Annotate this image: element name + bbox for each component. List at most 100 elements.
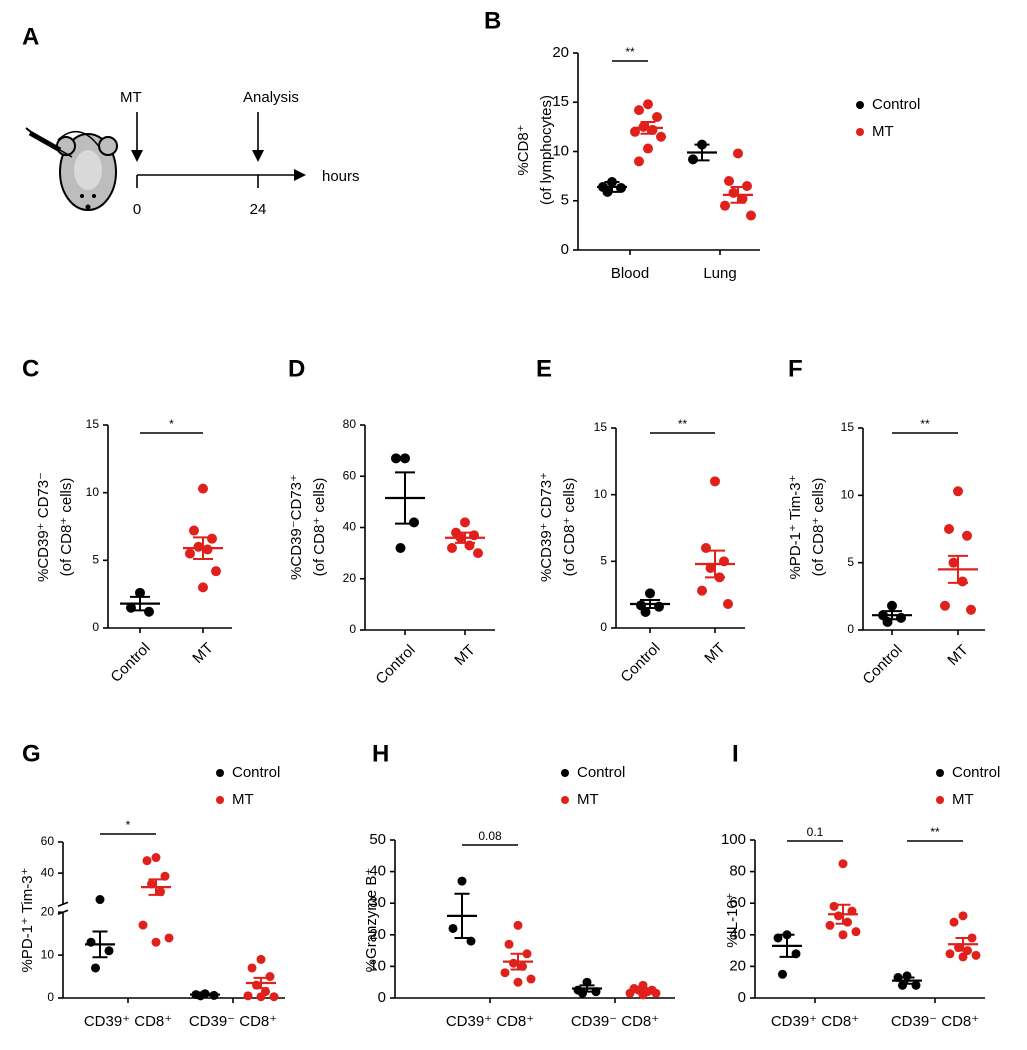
data-point xyxy=(247,963,257,973)
data-point xyxy=(962,530,972,541)
annotation: * xyxy=(126,818,131,832)
panel-letter: C xyxy=(22,355,39,382)
sem-bar xyxy=(640,599,660,609)
data-point xyxy=(705,563,716,573)
data-point xyxy=(720,200,730,211)
x-tick-label: MT xyxy=(451,642,478,669)
legend-marker xyxy=(936,769,944,777)
data-point xyxy=(843,917,852,927)
sem-bar xyxy=(455,531,475,544)
legend-marker xyxy=(561,796,569,804)
y-axis-label: %CD39⁻CD73⁺ xyxy=(288,474,305,580)
data-point xyxy=(710,476,720,487)
sem-bar xyxy=(395,471,415,525)
y-axis-label: %CD39⁺ CD73⁻ xyxy=(35,472,52,582)
label: Analysis xyxy=(243,89,299,106)
data-point xyxy=(958,952,968,962)
data-point xyxy=(211,566,221,577)
x-tick-label: Blood xyxy=(611,265,649,282)
data-point xyxy=(966,604,976,615)
x-tick-label: CD39⁺ CD8⁺ xyxy=(771,1013,859,1030)
data-point xyxy=(202,544,213,555)
y-tick-label: 60 xyxy=(343,468,357,482)
legend-label: MT xyxy=(577,791,599,808)
label: hours xyxy=(322,168,360,185)
data-point xyxy=(697,585,707,596)
y-tick-label: 60 xyxy=(41,834,55,848)
y-tick-label: 50 xyxy=(369,831,386,848)
data-point xyxy=(948,557,959,568)
data-point xyxy=(778,969,787,979)
data-point xyxy=(838,930,848,940)
data-point xyxy=(138,920,148,930)
data-point xyxy=(473,548,483,559)
label: 0 xyxy=(133,201,141,218)
data-point xyxy=(746,210,756,221)
data-point xyxy=(193,541,204,552)
data-point xyxy=(953,486,963,497)
data-point xyxy=(151,853,161,863)
data-point xyxy=(400,453,410,464)
arrow-head xyxy=(131,150,143,162)
y-axis-label: %Granzyme B⁺ xyxy=(363,868,380,973)
y-tick-label: 10 xyxy=(841,488,855,502)
panel-letter: E xyxy=(536,355,552,382)
data-point xyxy=(447,543,457,553)
sem-bar xyxy=(579,984,595,993)
y-tick-label: 0 xyxy=(378,989,386,1006)
x-tick-label: CD39⁺ CD8⁺ xyxy=(446,1013,534,1030)
sem-bar xyxy=(899,976,915,985)
data-point xyxy=(189,525,199,536)
y-tick-label: 5 xyxy=(92,553,99,567)
data-point xyxy=(957,576,968,587)
data-point xyxy=(643,143,653,154)
y-tick-label: 15 xyxy=(841,420,855,434)
y-tick-label: 15 xyxy=(594,420,608,434)
data-point xyxy=(91,963,100,973)
data-point xyxy=(652,112,662,123)
sem-bar xyxy=(193,536,213,560)
data-point xyxy=(265,972,275,982)
x-tick-label: MT xyxy=(701,640,728,667)
x-tick-label: CD39⁻ CD8⁺ xyxy=(891,1013,979,1030)
data-point xyxy=(198,582,208,593)
y-axis-label: (of CD8⁺ cells) xyxy=(810,478,827,577)
chart-panel: I %IL-10⁺ 0 20 40 60 80 100 CD39⁺ CD8⁺ CD39⁻ CD8⁺… xyxy=(721,740,1000,1030)
panel-letter: G xyxy=(22,740,41,767)
sem-bar xyxy=(835,903,851,925)
sem-bar xyxy=(705,549,725,579)
y-axis-label: (of CD8⁺ cells) xyxy=(561,478,578,577)
y-tick-label: 15 xyxy=(552,93,569,110)
data-point xyxy=(940,600,950,611)
data-point xyxy=(949,917,959,927)
data-point xyxy=(971,950,981,960)
y-axis-label: (of CD8⁺ cells) xyxy=(58,478,75,577)
data-point xyxy=(142,856,152,866)
y-axis-label: %CD8⁺ xyxy=(515,124,532,175)
y-tick-label: 0 xyxy=(561,241,569,258)
data-point xyxy=(513,977,523,987)
legend-label: MT xyxy=(232,791,254,808)
y-tick-label: 40 xyxy=(343,520,357,534)
legend-marker xyxy=(856,128,864,136)
x-tick-label: CD39⁺ CD8⁺ xyxy=(84,1013,172,1030)
panel-letter: I xyxy=(732,740,739,767)
data-point xyxy=(733,148,743,159)
panel-letter: A xyxy=(22,23,39,50)
y-tick-label: 0 xyxy=(92,620,99,634)
legend-marker xyxy=(936,796,944,804)
y-tick-label: 80 xyxy=(729,863,746,880)
y-axis-label: %IL-10⁺ xyxy=(724,892,741,947)
sem-bar xyxy=(948,554,968,584)
data-point xyxy=(522,949,532,959)
panel-letter: F xyxy=(788,355,803,382)
annotation: ** xyxy=(625,45,635,59)
data-point xyxy=(851,927,861,937)
data-point xyxy=(643,99,653,110)
axis-break xyxy=(57,901,69,907)
y-tick-label: 10 xyxy=(41,947,55,961)
y-axis-label: %PD-1⁺ Tim-3⁺ xyxy=(787,474,804,579)
y-tick-label: 10 xyxy=(594,487,608,501)
sem-bar xyxy=(955,936,971,952)
y-axis-label: (of lymphocytes) xyxy=(538,95,555,205)
